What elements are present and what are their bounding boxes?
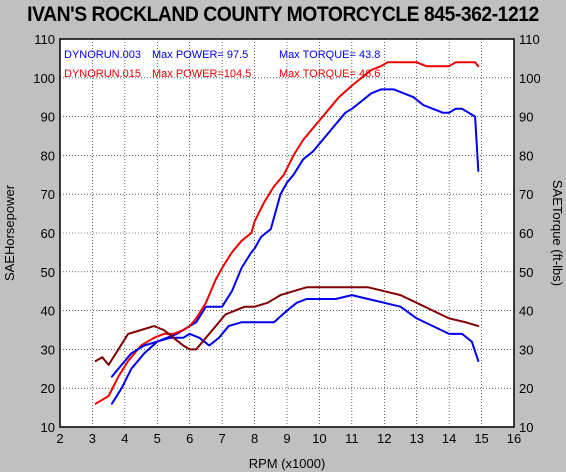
y-right-tick-label: 50 — [519, 265, 533, 280]
x-tick-label: 14 — [442, 431, 456, 446]
series-lines — [94, 61, 480, 405]
y-right-tick-label: 20 — [519, 381, 533, 396]
plot-area — [60, 39, 514, 427]
y-left-tick-label: 70 — [41, 187, 55, 202]
legend: DYNORUN.003 Max POWER= 97.5 Max TORQUE= … — [64, 49, 380, 80]
x-tick-label: 7 — [219, 431, 226, 446]
y-right-tick-labels: 10 20 30 40 50 60 70 80 90 100 110 — [519, 32, 541, 435]
x-tick-label: 12 — [377, 431, 391, 446]
x-tick-label: 3 — [89, 431, 96, 446]
y-right-tick-label: 30 — [519, 342, 533, 357]
y-left-tick-labels: 10 20 30 40 50 60 70 80 90 100 110 — [33, 32, 55, 435]
legend-run-015: DYNORUN.015 — [64, 68, 141, 80]
y-left-tick-label: 60 — [41, 226, 55, 241]
y-left-tick-label: 30 — [41, 342, 55, 357]
series-line-dynorun-003-torque — [110, 294, 480, 378]
chart-title: IVAN'S ROCKLAND COUNTY MOTORCYCLE 845-36… — [27, 3, 539, 26]
y-left-tick-label: 20 — [41, 381, 55, 396]
y-right-tick-label: 60 — [519, 226, 533, 241]
x-tick-label: 13 — [409, 431, 423, 446]
x-tick-labels: 2 3 4 5 6 7 8 9 10 11 12 13 14 15 16 — [56, 431, 521, 446]
y-axis-label-left: SAEHorsepower — [2, 184, 17, 281]
x-tick-label: 5 — [154, 431, 161, 446]
y-left-tick-label: 40 — [41, 304, 55, 319]
y-left-tick-label: 10 — [41, 420, 55, 435]
x-tick-label: 10 — [312, 431, 326, 446]
y-right-tick-label: 100 — [519, 71, 541, 86]
legend-torque-015: Max TORQUE= 46.6 — [279, 68, 380, 80]
y-right-tick-label: 110 — [519, 32, 540, 47]
legend-run-003: DYNORUN.003 — [64, 49, 141, 61]
y-left-tick-label: 50 — [41, 265, 55, 280]
y-left-tick-label: 90 — [41, 110, 55, 125]
y-left-tick-label: 80 — [41, 148, 55, 163]
y-right-tick-label: 80 — [519, 148, 533, 163]
x-tick-label: 9 — [283, 431, 290, 446]
x-tick-label: 8 — [251, 431, 258, 446]
x-tick-label: 11 — [345, 431, 359, 446]
x-tick-label: 6 — [186, 431, 193, 446]
y-axis-label-right: SAETorque (ft-lbs) — [550, 180, 565, 286]
legend-power-003: Max POWER= 97.5 — [152, 49, 248, 61]
x-tick-label: 4 — [121, 431, 128, 446]
x-tick-label: 16 — [507, 431, 521, 446]
y-left-tick-label: 100 — [33, 71, 55, 86]
y-right-tick-label: 40 — [519, 304, 533, 319]
plot-frame — [59, 38, 515, 428]
series-line-dynorun-015-power — [94, 61, 480, 405]
legend-power-015: Max POWER=104.5 — [152, 68, 251, 80]
y-right-tick-label: 90 — [519, 110, 533, 125]
x-axis-label: RPM (x1000) — [249, 456, 326, 471]
x-tick-label: 2 — [56, 431, 63, 446]
y-left-tick-label: 110 — [34, 32, 55, 47]
legend-torque-003: Max TORQUE= 43.8 — [279, 49, 380, 61]
series-line-dynorun-015-torque — [94, 286, 480, 366]
y-right-tick-label: 70 — [519, 187, 533, 202]
x-tick-label: 15 — [474, 431, 488, 446]
y-right-tick-label: 10 — [519, 420, 533, 435]
